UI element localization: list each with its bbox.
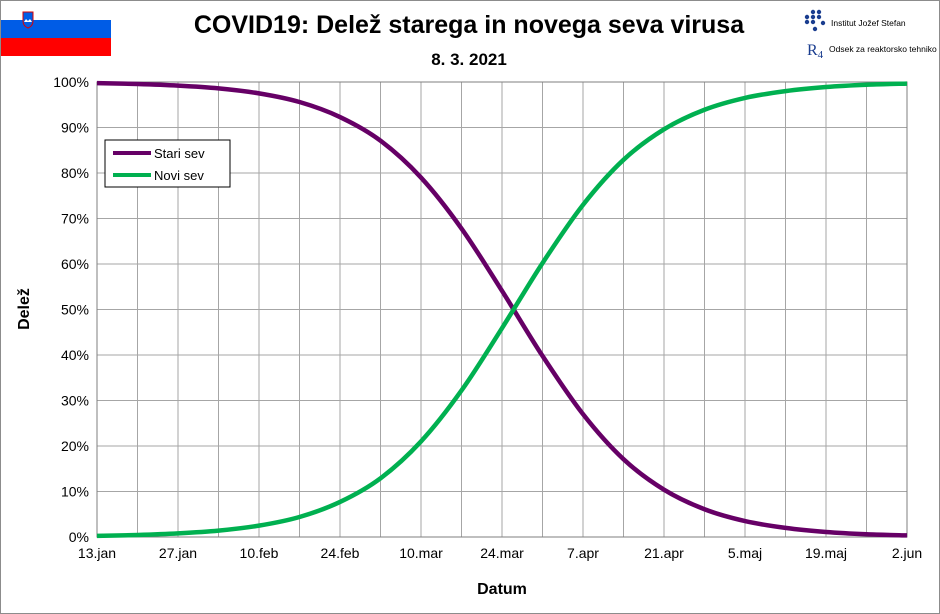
y-tick-label: 40% [61, 347, 89, 363]
y-axis-label: Delež [16, 288, 33, 330]
x-axis-label: Datum [477, 581, 527, 598]
x-tick-label: 7.apr [567, 545, 599, 561]
y-tick-label: 10% [61, 484, 89, 500]
r4-logo-text: Odsek za reaktorsko tehniko [829, 44, 937, 54]
ijs-dots-icon [804, 9, 826, 32]
x-tick-label: 2.jun [892, 545, 922, 561]
chart-subtitle: 8. 3. 2021 [431, 50, 507, 69]
series-line-stari-sev [96, 80, 908, 538]
chart-title: COVID19: Delež starega in novega seva vi… [194, 11, 745, 39]
x-tick-label: 27.jan [159, 545, 197, 561]
ijs-logo-text: Institut Jožef Stefan [831, 18, 906, 28]
legend-label-stari-sev: Stari sev [154, 146, 205, 161]
y-tick-label: 20% [61, 438, 89, 454]
x-tick-label: 24.mar [480, 545, 524, 561]
x-tick-label: 21.apr [644, 545, 684, 561]
plot-area [96, 81, 908, 538]
ijs-logo: Institut Jožef Stefan R4 Odsek za reakto… [804, 9, 937, 61]
x-tick-label: 10.feb [240, 545, 279, 561]
slovenian-flag [1, 1, 111, 56]
y-tick-label: 100% [53, 74, 89, 90]
x-tick-label: 24.feb [321, 545, 360, 561]
y-tick-label: 50% [61, 302, 89, 318]
y-tick-label: 80% [61, 165, 89, 181]
coat-of-arms-icon [22, 11, 34, 29]
y-tick-label: 90% [61, 120, 89, 136]
series-line-novi-sev [96, 81, 908, 539]
y-tick-label: 30% [61, 393, 89, 409]
legend-label-novi-sev: Novi sev [154, 168, 204, 183]
legend: Stari sev Novi sev [104, 139, 231, 188]
y-tick-label: 70% [61, 211, 89, 227]
x-tick-label: 5.maj [728, 545, 762, 561]
x-tick-label: 19.maj [805, 545, 847, 561]
y-tick-label: 60% [61, 256, 89, 272]
x-tick-label: 13.jan [78, 545, 116, 561]
y-tick-label: 0% [69, 529, 89, 545]
r4-logo-icon: R4 [807, 42, 824, 61]
x-tick-label: 10.mar [399, 545, 443, 561]
